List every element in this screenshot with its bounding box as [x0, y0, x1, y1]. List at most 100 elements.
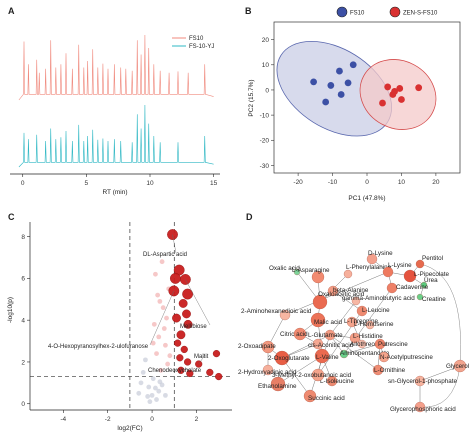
network-edge: [332, 290, 363, 312]
y-tick-label: 6: [21, 276, 25, 283]
network-node-label: 2-Oxoadipate: [238, 343, 276, 350]
x-tick-label: 10: [398, 179, 406, 186]
panel-c-label: C: [8, 212, 15, 222]
x-tick-label: 15: [210, 180, 218, 187]
network-node: [274, 350, 290, 366]
network-node: [279, 309, 291, 321]
pca-point: [336, 67, 343, 75]
volcano-point: [169, 272, 181, 284]
y-tick-label: 8: [21, 234, 25, 241]
network-node: [270, 376, 286, 392]
pca-y-label: PC2 (15.7%): [248, 79, 255, 116]
volcano-point: [146, 384, 152, 390]
volcano-point: [136, 390, 142, 396]
network-node: [351, 296, 361, 306]
volcano-point: [154, 397, 159, 402]
x-tick-label: -20: [293, 179, 303, 186]
network-node: [303, 389, 317, 403]
annotation-chenodeoxycholate: Chenodeoxycholate: [148, 368, 202, 374]
network-node-label: L-Ornithine: [374, 367, 406, 374]
legend-fsyj-label: FS-10-YJ: [189, 44, 214, 50]
network-node-label: N-Acetylputrescine: [380, 354, 433, 361]
volcano-point: [164, 315, 169, 321]
panel-d-label: D: [246, 212, 253, 222]
network-node: [312, 338, 324, 350]
pca-point: [391, 88, 398, 95]
annotation-leader: [185, 279, 211, 326]
volcano-point: [182, 309, 191, 319]
annotation-aspartic: DL-Aspartic acid: [143, 252, 187, 258]
annotation-leader: [180, 368, 191, 371]
network-node-label: Creatine: [422, 296, 446, 303]
network-node-label: L-Histidine: [353, 333, 383, 340]
network-node: [349, 332, 361, 344]
network-node: [416, 293, 424, 301]
volcano-point: [167, 353, 173, 359]
network-node: [311, 270, 325, 284]
network-node: [453, 359, 467, 373]
x-tick-label: -2: [105, 416, 111, 423]
volcano-point: [160, 305, 166, 311]
pca-point: [344, 79, 352, 87]
network-edge: [309, 334, 331, 397]
network-node: [374, 338, 386, 350]
volcano-x-label: log2(FC): [117, 425, 142, 432]
volcano-y-label: -log10(p): [7, 297, 14, 323]
network-node-label: L-Asparagine: [292, 267, 330, 274]
network-node: [314, 348, 330, 364]
legend-zen-dot: [389, 6, 401, 18]
network-node: [414, 375, 426, 387]
pca-point: [322, 98, 330, 106]
network-node-label: L-Threonine: [344, 318, 378, 325]
network-node: [293, 268, 301, 276]
volcano-point: [149, 392, 155, 398]
pca-point: [337, 91, 345, 98]
x-tick-label: 2: [195, 416, 199, 423]
network-node: [386, 282, 398, 294]
volcano-point: [156, 334, 162, 340]
volcano-point: [215, 372, 223, 381]
network-node-label: Urea: [424, 277, 438, 284]
network-node: [261, 340, 275, 354]
network-node-label: 2-Hydroxyadipic acid: [238, 369, 297, 376]
volcano-point: [165, 361, 171, 367]
network-node-label: L-Glutamate: [308, 332, 343, 339]
network-node-label: Cadaverine: [396, 284, 429, 291]
network-node-label: L-Phenylalanine: [346, 264, 392, 271]
confidence-ellipse: [359, 59, 437, 130]
volcano-point: [157, 379, 163, 385]
panel-a-label: A: [8, 6, 15, 16]
y-tick-label: -30: [260, 163, 270, 170]
volcano-plot: -4 -2 0 2 0 2 4 6 8: [21, 222, 232, 423]
network-edge: [329, 334, 379, 371]
legend-zen-text: ZEN-S-FS10: [403, 11, 438, 17]
network-node-label: L-Homoserine: [354, 321, 394, 328]
volcano-point: [143, 357, 148, 363]
volcano-point: [186, 369, 194, 378]
volcano-point: [154, 351, 159, 356]
network-node-label: L-Pipecolate: [414, 271, 450, 278]
network-edge: [343, 343, 381, 355]
network-edge: [419, 365, 461, 382]
network-edge: [281, 334, 331, 359]
panel-a-legend: FS10 FS-10-YJ: [172, 36, 214, 50]
network-edge: [281, 357, 311, 397]
network-node: [356, 305, 368, 317]
chromatogram-trace: [18, 34, 214, 101]
volcano-point: [176, 330, 186, 340]
y-tick-label: 20: [262, 37, 270, 44]
network-node-label: 2-Oxoglutarate: [268, 355, 310, 362]
volcano-point: [159, 259, 165, 265]
network-node-label: D-Lysine: [368, 250, 393, 257]
network-node-label: L-Isoleucine: [320, 378, 354, 385]
network-node-label: gamma-Aminobutyric acid: [342, 295, 415, 302]
y-tick-label: 0: [265, 87, 269, 94]
network-node: [311, 368, 325, 382]
volcano-point: [138, 380, 144, 386]
annotation-maltit: Maltit: [194, 354, 209, 360]
legend-fs10-text: FS10: [350, 11, 365, 17]
network-node: [293, 327, 307, 341]
volcano-point: [156, 388, 162, 394]
annotation-mellibiose: Mellibiose: [180, 324, 207, 330]
y-tick-label: 0: [21, 401, 25, 408]
